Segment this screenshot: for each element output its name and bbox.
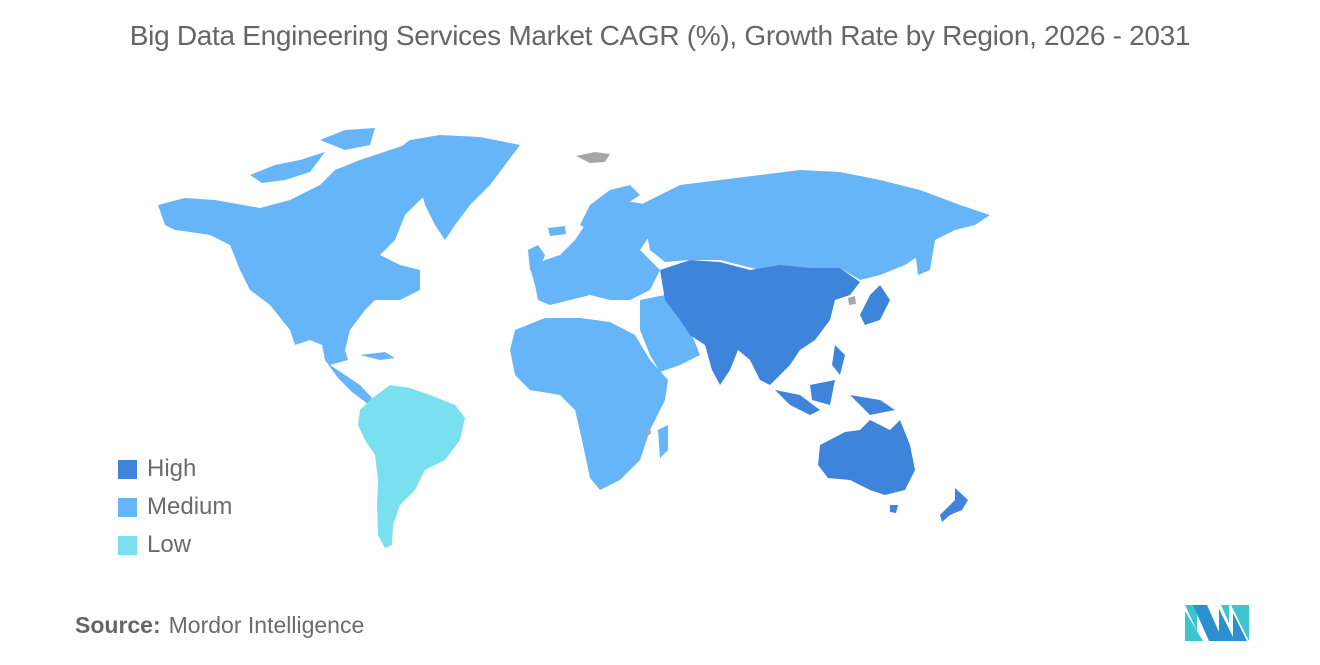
mordor-intelligence-logo-icon <box>1185 605 1249 641</box>
region-south-america <box>358 385 465 548</box>
legend-label: Low <box>147 531 192 558</box>
legend-item-medium: Medium <box>118 488 232 526</box>
chart-title: Big Data Engineering Services Market CAG… <box>129 20 1191 51</box>
legend-label: High <box>147 455 197 482</box>
source-value: Mordor Intelligence <box>168 612 365 638</box>
legend-swatch-medium <box>118 497 137 517</box>
legend-item-low: Low <box>118 526 232 564</box>
legend-swatch-high <box>118 459 137 479</box>
legend-swatch-low <box>118 535 137 555</box>
legend-label: Medium <box>147 493 233 520</box>
source-label: Source: <box>75 612 161 638</box>
region-north-america <box>158 128 566 404</box>
legend-item-high: High <box>118 450 232 488</box>
source-note: Source: Mordor Intelligence <box>75 612 364 639</box>
region-asia-pacific <box>660 260 968 522</box>
region-no-data <box>576 152 856 435</box>
legend: High Medium Low <box>118 450 232 564</box>
